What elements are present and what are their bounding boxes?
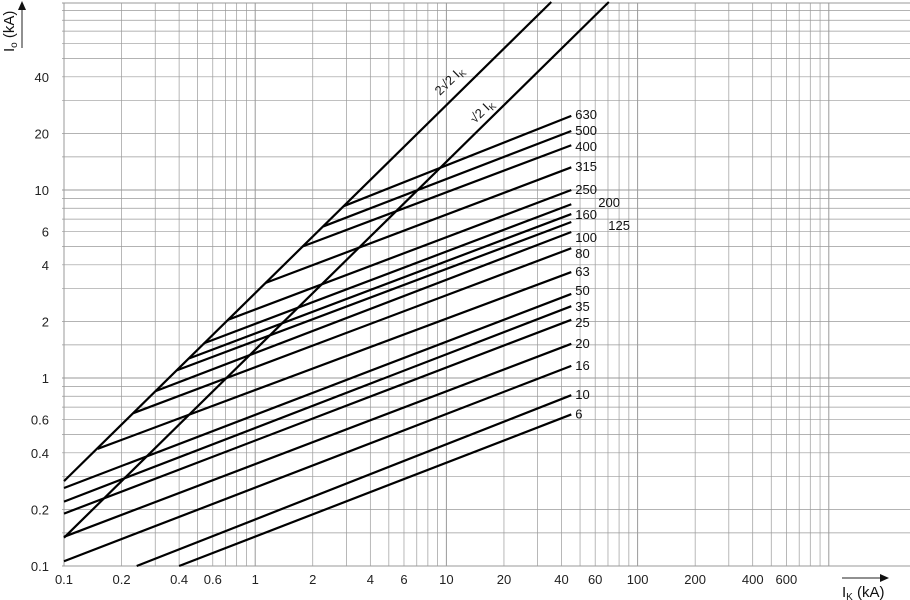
series-label-400: 400 — [575, 139, 597, 154]
series-line-500 — [322, 129, 572, 228]
y-axis-arrowhead-icon — [18, 1, 26, 10]
series-label-160: 160 — [575, 207, 597, 222]
y-tick-label: 40 — [35, 70, 49, 85]
reference-line — [63, 1, 610, 539]
x-tick-label: 0.4 — [170, 572, 188, 587]
series-label-6: 6 — [575, 406, 582, 421]
series-line-250 — [227, 188, 572, 321]
x-tick-label: 1 — [252, 572, 259, 587]
y-tick-labels: 0.1 0.2 0.4 0.6 1 2 4 6 10 20 40 — [31, 70, 49, 574]
y-tick-label: 10 — [35, 183, 49, 198]
series-label-100: 100 — [575, 230, 597, 245]
x-tick-label: 0.2 — [113, 572, 131, 587]
series-label-63: 63 — [575, 264, 589, 279]
reference-line — [63, 1, 553, 482]
reference-line-label: √2 IK — [467, 96, 499, 127]
x-tick-label: 0.6 — [204, 572, 222, 587]
series-line-16 — [63, 364, 572, 563]
x-tick-label: 20 — [497, 572, 511, 587]
series-line-20 — [63, 342, 572, 538]
x-tick-label: 600 — [776, 572, 798, 587]
series-label-10: 10 — [575, 387, 589, 402]
x-axis-arrowhead-icon — [880, 574, 889, 582]
series-line-125 — [176, 220, 572, 372]
series-line-63 — [97, 271, 572, 450]
series-line-50 — [63, 292, 572, 490]
series-line-315 — [264, 166, 572, 285]
series-line-10 — [136, 394, 572, 568]
series-label-25: 25 — [575, 315, 589, 330]
reference-line-label: 2√2 IK — [432, 63, 469, 100]
series-label-50: 50 — [575, 283, 589, 298]
grid — [62, 2, 910, 567]
x-tick-label: 10 — [439, 572, 453, 587]
series-line-160 — [188, 213, 572, 360]
series-label-630: 630 — [575, 107, 597, 122]
y-tick-label: 20 — [35, 126, 49, 141]
x-axis-label: IK (kA) — [842, 574, 889, 600]
y-tick-label: 0.2 — [31, 502, 49, 517]
series-line-35 — [63, 305, 572, 503]
y-tick-label: 2 — [42, 314, 49, 329]
series-label-125: 125 — [608, 218, 630, 233]
y-axis-title: Io (kA) — [1, 11, 20, 52]
series-label-500: 500 — [575, 123, 597, 138]
series-line-400 — [301, 144, 572, 248]
x-tick-label: 2 — [309, 572, 316, 587]
series-line-100 — [154, 230, 572, 393]
y-tick-label: 6 — [42, 225, 49, 240]
series-line-80 — [132, 247, 572, 415]
x-tick-label: 40 — [554, 572, 568, 587]
y-tick-label: 0.4 — [31, 446, 49, 461]
x-tick-label: 60 — [588, 572, 602, 587]
x-tick-labels: 0.1 0.2 0.4 0.6 1 2 4 6 10 20 40 60 100 200 400 600 — [55, 572, 797, 587]
x-tick-label: 0.1 — [55, 572, 73, 587]
x-axis-title: IK (kA) — [842, 584, 885, 600]
y-tick-label: 0.1 — [31, 559, 49, 574]
x-tick-label: 6 — [400, 572, 407, 587]
series-line-630 — [343, 114, 572, 208]
y-tick-label: 1 — [42, 371, 49, 386]
series-label-315: 315 — [575, 159, 597, 174]
series-line-6 — [178, 413, 572, 568]
x-tick-label: 100 — [627, 572, 649, 587]
x-tick-label: 400 — [742, 572, 764, 587]
x-tick-label: 4 — [367, 572, 374, 587]
x-tick-label: 200 — [684, 572, 706, 587]
y-axis-label: Io (kA) — [1, 1, 26, 52]
series-label-200: 200 — [598, 195, 620, 210]
reference-lines: 2√2 IK√2 IK — [63, 1, 610, 539]
y-tick-label: 4 — [42, 258, 49, 273]
series-label-35: 35 — [575, 299, 589, 314]
series-line-25 — [63, 318, 572, 515]
series-label-16: 16 — [575, 358, 589, 373]
series-label-250: 250 — [575, 182, 597, 197]
series-label-80: 80 — [575, 246, 589, 261]
series-label-20: 20 — [575, 336, 589, 351]
series-line-200 — [203, 203, 572, 345]
y-tick-label: 0.6 — [31, 413, 49, 428]
